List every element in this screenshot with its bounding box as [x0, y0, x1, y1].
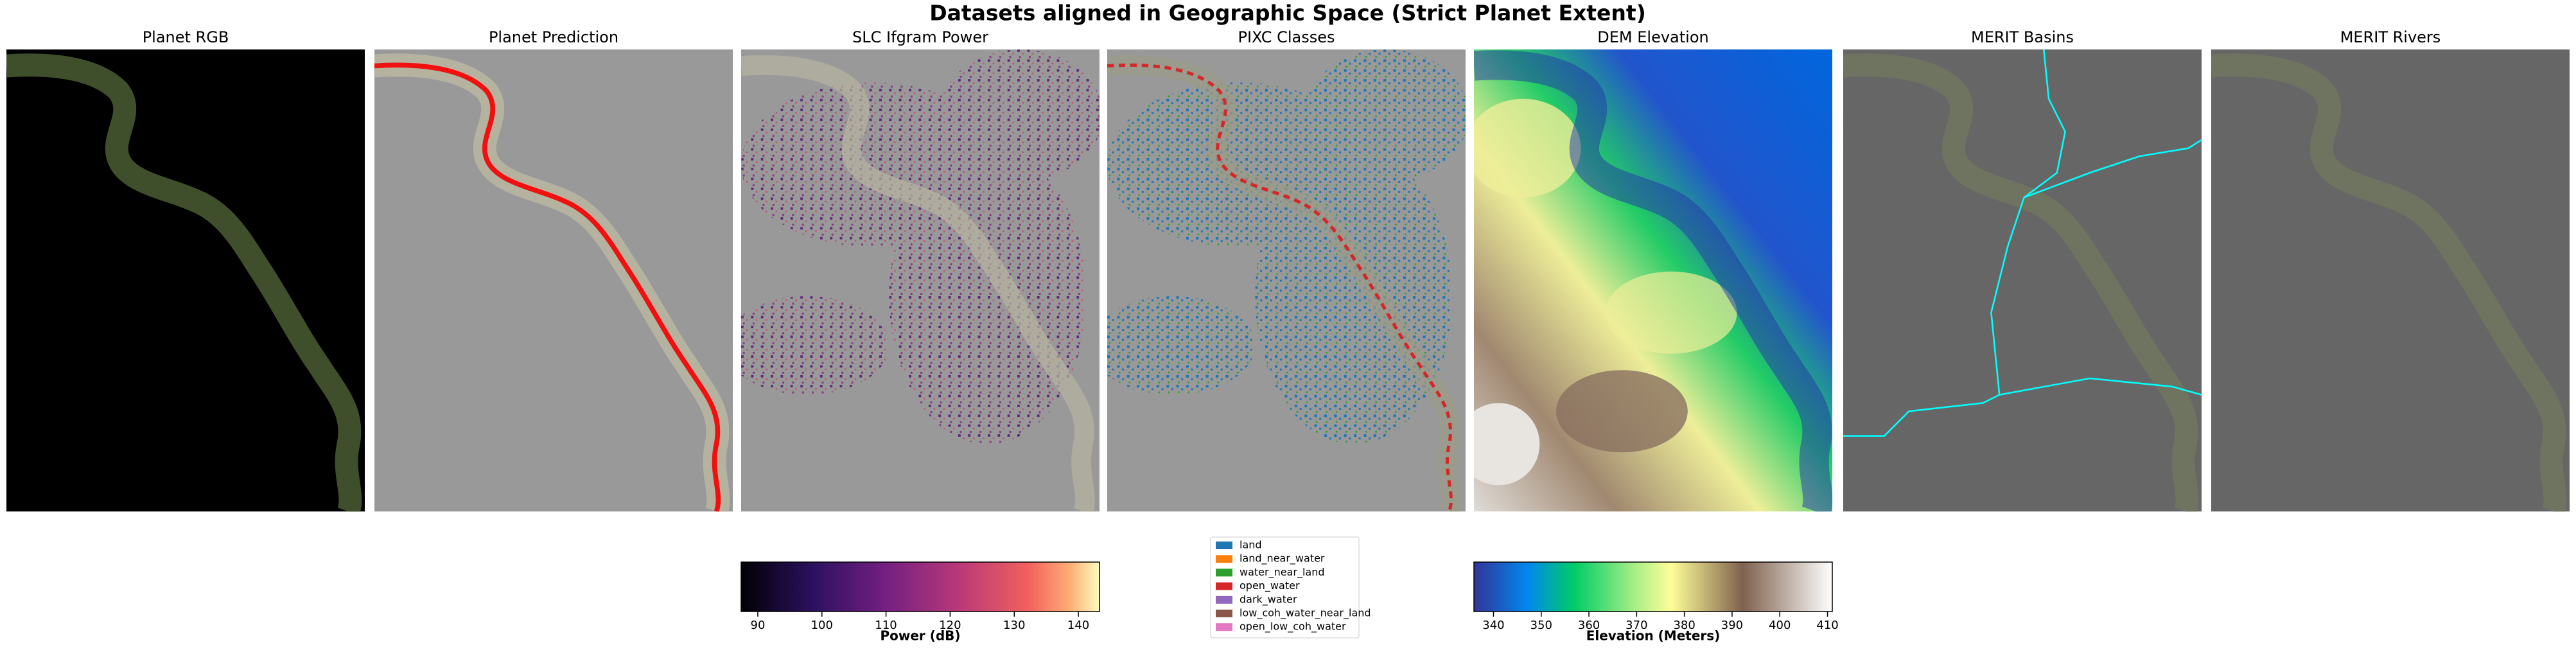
colorbar-label: Power (dB): [880, 628, 960, 644]
tick-label: 140: [1067, 619, 1089, 632]
legend-swatch: [1216, 555, 1232, 563]
legend-label: land: [1240, 539, 1262, 551]
tick-label: 90: [751, 619, 766, 632]
tick-label: 130: [1003, 619, 1025, 632]
panel-image: [6, 49, 365, 512]
panel-title: Planet Prediction: [489, 28, 618, 46]
panel-title: DEM Elevation: [1597, 28, 1708, 46]
tick-label: 350: [1530, 619, 1552, 632]
colorbar: [740, 561, 1100, 612]
colorbar-label: Elevation (Meters): [1586, 628, 1721, 644]
legend-label: open_water: [1240, 579, 1300, 592]
tick-label: 370: [1625, 619, 1647, 632]
tick-label: 400: [1769, 619, 1791, 632]
panel-title: Planet RGB: [143, 28, 229, 46]
panel-title: PIXC Classes: [1238, 28, 1335, 46]
panel-image: [1107, 49, 1466, 512]
legend-label: low_coh_water_near_land: [1240, 607, 1371, 620]
tick-label: 100: [811, 619, 833, 632]
panel-image: [1474, 49, 1833, 512]
legend-swatch: [1216, 595, 1232, 604]
legend-label: open_low_coh_water: [1240, 621, 1346, 633]
panel-title: MERIT Basins: [1971, 28, 2074, 46]
legend-swatch: [1216, 610, 1232, 617]
tick-label: 120: [939, 619, 961, 632]
panel-image: [374, 49, 733, 512]
panel-image: [2211, 49, 2570, 512]
tick-label: 110: [875, 619, 897, 632]
tick-label: 410: [1816, 619, 1838, 632]
tick-label: 390: [1721, 619, 1743, 632]
panel-title: SLC Ifgram Power: [852, 28, 988, 46]
legend-label: land_near_water: [1240, 552, 1325, 565]
legend-label: water_near_land: [1240, 566, 1325, 579]
legend-swatch: [1216, 582, 1232, 590]
legend-box: [1210, 536, 1360, 639]
panel-image: [1843, 49, 2202, 512]
legend-swatch: [1216, 568, 1232, 577]
panel-title: MERIT Rivers: [2340, 28, 2441, 46]
tick-label: 360: [1578, 619, 1600, 632]
tick-label: 340: [1482, 619, 1504, 632]
tick-label: 380: [1673, 619, 1695, 632]
legend-swatch: [1216, 542, 1232, 549]
legend-swatch: [1216, 623, 1232, 631]
legend-label: dark_water: [1240, 593, 1297, 606]
panels: [6, 49, 2570, 512]
panel-image: [741, 49, 1100, 512]
figure-title: Datasets aligned in Geographic Space (St…: [929, 1, 1646, 26]
colorbar: [1473, 561, 1833, 612]
